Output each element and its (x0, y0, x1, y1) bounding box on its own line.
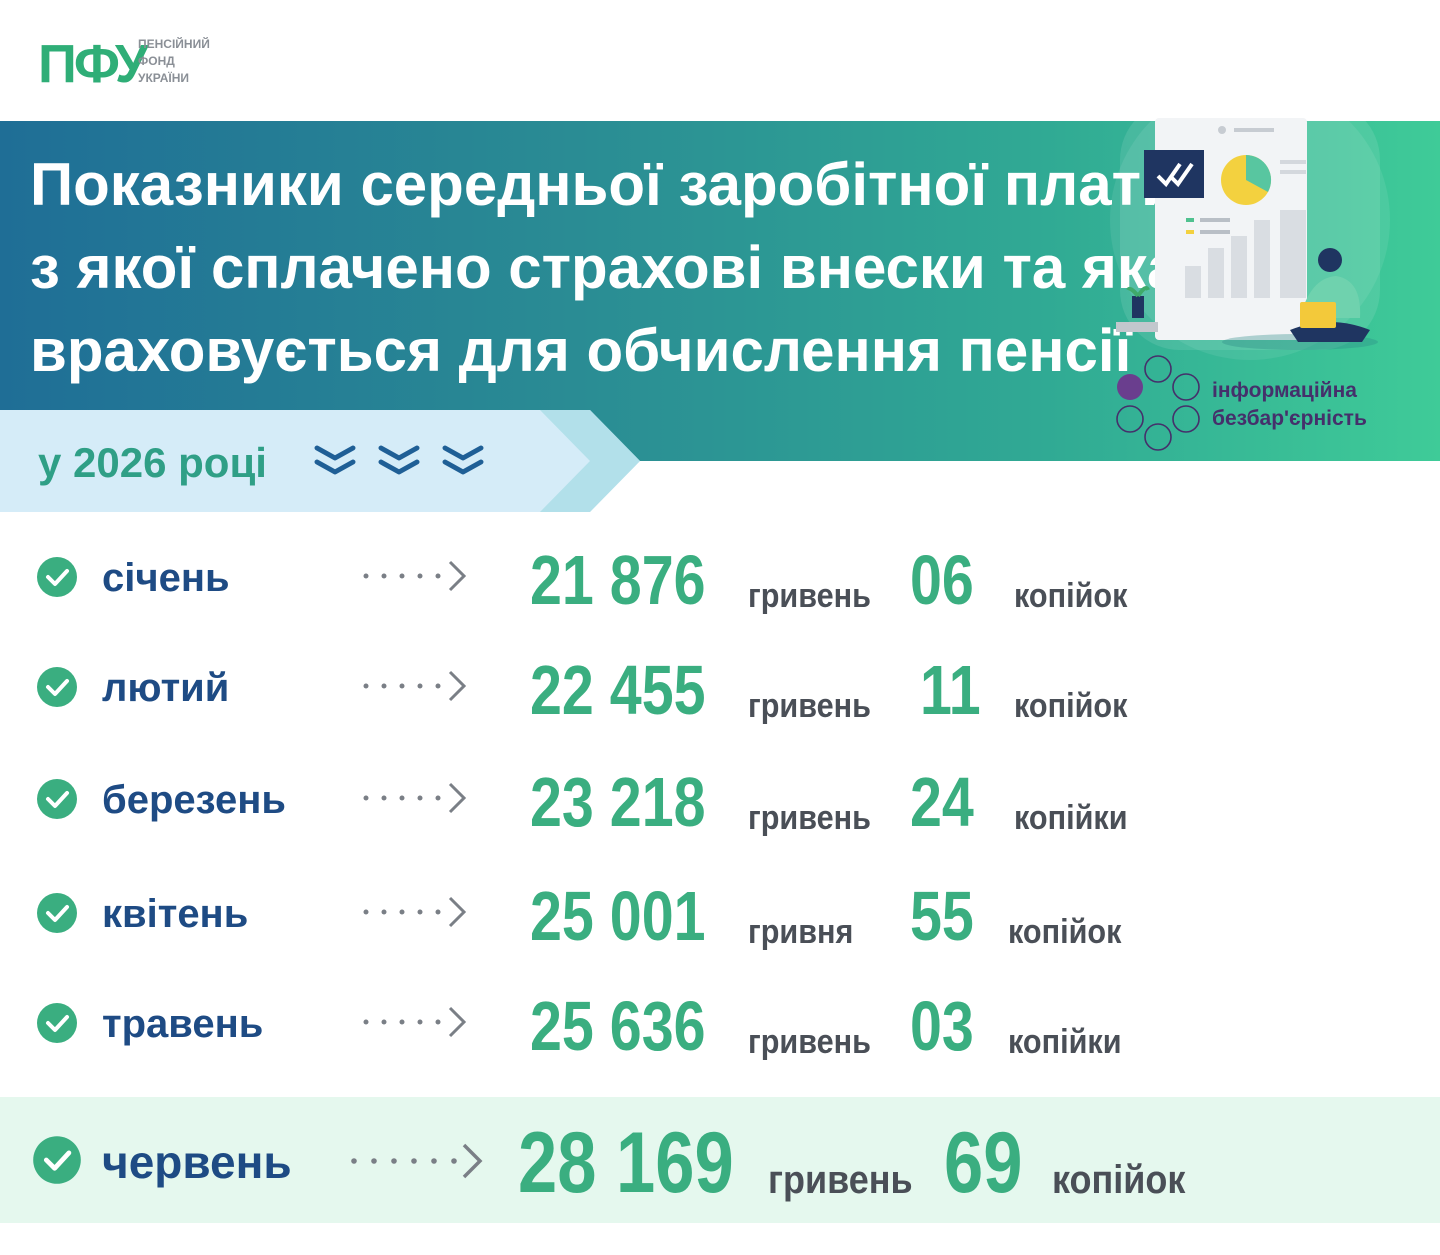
page-title: Показники середньої заробітної плати, з … (30, 143, 1195, 392)
hryvnia-amount: 28 169 (518, 1115, 734, 1211)
check-circle-icon (33, 1136, 81, 1184)
kopeck-unit: копійок (1008, 913, 1122, 951)
hryvnia-amount: 21 876 (530, 541, 706, 619)
logo-text-line-3: УКРАЇНИ (138, 71, 190, 85)
salary-row: лютий 22 455 гривень 11 копійок (0, 638, 1440, 748)
dotted-arrow-icon (351, 1143, 483, 1179)
kopeck-amount: 06 (910, 541, 974, 619)
salary-row: квітень 25 001 гривня 55 копійок (0, 862, 1440, 972)
logo-text-line-2: ФОНД (138, 54, 175, 68)
analytics-illustration (1110, 90, 1390, 360)
month-label: травень (102, 1002, 264, 1046)
hryvnia-unit: гривень (768, 1158, 913, 1202)
kopeck-amount: 24 (910, 763, 974, 841)
month-label: червень (102, 1136, 292, 1188)
hryvnia-unit: гривня (748, 913, 854, 951)
dotted-arrow-icon (363, 560, 467, 592)
check-circle-icon (37, 893, 77, 933)
hryvnia-unit: гривень (748, 799, 871, 837)
month-label: лютий (102, 666, 230, 710)
salary-row-highlighted: червень 28 169 гривень 69 копійок (0, 1097, 1440, 1223)
salary-row: березень 23 218 гривень 24 копійки (0, 748, 1440, 858)
brand-text-line-1: інформаційна (1212, 379, 1357, 402)
month-label: березень (102, 778, 286, 822)
dotted-arrow-icon (363, 782, 467, 814)
dotted-arrow-icon (363, 670, 467, 702)
brand-text: інформаційна безбар'єрність (1212, 377, 1367, 433)
brand-text-line-2: безбар'єрність (1212, 407, 1367, 430)
kopeck-unit: копійок (1014, 577, 1128, 615)
salary-row: травень 25 636 гривень 03 копійки (0, 972, 1440, 1082)
month-label: січень (102, 556, 230, 600)
chevrons-down-icon (314, 445, 484, 475)
kopeck-amount: 69 (944, 1115, 1023, 1211)
year-label: у 2026 році (38, 439, 267, 486)
hryvnia-amount: 25 001 (530, 877, 706, 955)
kopeck-unit: копійок (1052, 1158, 1186, 1202)
kopeck-unit: копійки (1014, 799, 1128, 837)
check-circle-icon (37, 779, 77, 819)
hryvnia-unit: гривень (748, 577, 871, 615)
title-line-1: Показники середньої заробітної плати, (30, 151, 1195, 218)
month-label: квітень (102, 892, 249, 936)
hryvnia-amount: 25 636 (530, 987, 706, 1065)
logo-text: ПЕНСІЙНИЙ ФОНД УКРАЇНИ (138, 36, 248, 87)
dotted-arrow-icon (363, 1006, 467, 1038)
title-line-2: з якої сплачено страхові внески та яка (30, 234, 1181, 301)
logo-mark: ПФУ (38, 34, 148, 94)
check-circle-icon (37, 557, 77, 597)
kopeck-amount: 55 (910, 877, 974, 955)
dotted-arrow-icon (363, 896, 467, 928)
hryvnia-amount: 22 455 (530, 651, 706, 729)
kopeck-amount: 03 (910, 987, 974, 1065)
check-circle-icon (37, 1003, 77, 1043)
kopeck-unit: копійки (1008, 1023, 1122, 1061)
title-line-3: враховується для обчислення пенсії (30, 317, 1132, 384)
salary-row: січень 21 876 гривень 06 копійок (0, 528, 1440, 638)
hryvnia-unit: гривень (748, 687, 871, 725)
hryvnia-unit: гривень (748, 1023, 871, 1061)
hryvnia-amount: 23 218 (530, 763, 706, 841)
kopeck-amount: 11 (920, 651, 981, 729)
check-circle-icon (37, 667, 77, 707)
accessibility-brand-icon (1116, 355, 1200, 451)
kopeck-unit: копійок (1014, 687, 1128, 725)
logo-text-line-1: ПЕНСІЙНИЙ (138, 37, 210, 51)
